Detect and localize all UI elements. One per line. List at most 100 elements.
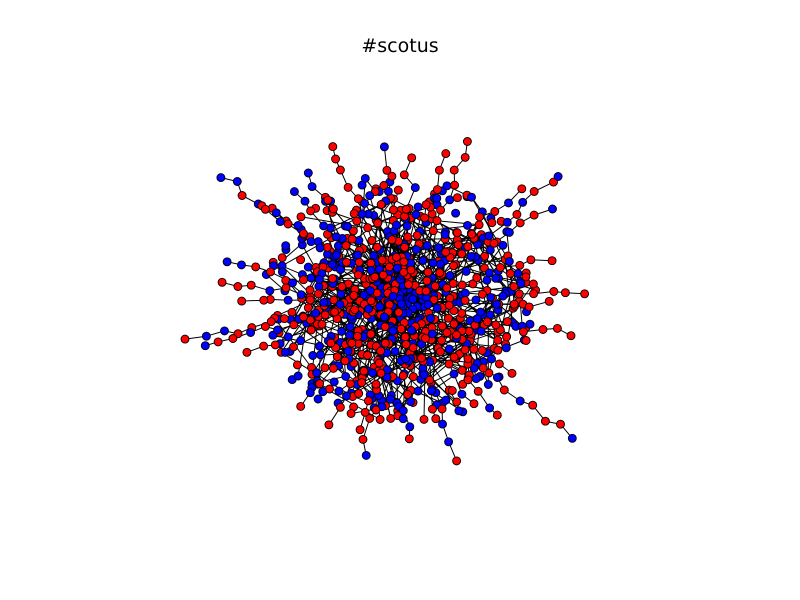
graph-node bbox=[431, 414, 441, 424]
graph-node bbox=[411, 245, 421, 255]
graph-edge bbox=[429, 361, 458, 403]
graph-node bbox=[402, 221, 412, 231]
graph-node bbox=[379, 181, 389, 190]
graph-node bbox=[460, 152, 470, 162]
graph-node bbox=[498, 240, 508, 250]
graph-node bbox=[399, 170, 409, 180]
graph-node bbox=[315, 243, 325, 253]
graph-node bbox=[265, 286, 275, 296]
graph-node bbox=[471, 295, 481, 305]
graph-node bbox=[308, 351, 318, 360]
graph-node bbox=[273, 325, 283, 335]
graph-node bbox=[216, 173, 226, 183]
graph-node bbox=[525, 319, 535, 329]
graph-node bbox=[486, 292, 496, 302]
graph-node bbox=[442, 328, 452, 338]
graph-node bbox=[347, 234, 357, 244]
graph-node bbox=[289, 187, 299, 197]
graph-node bbox=[513, 269, 523, 278]
graph-node bbox=[277, 253, 287, 263]
graph-node bbox=[529, 187, 539, 196]
graph-node bbox=[460, 296, 470, 305]
graph-node bbox=[299, 275, 308, 285]
graph-node bbox=[358, 434, 368, 444]
graph-node bbox=[283, 332, 293, 342]
graph-node bbox=[382, 372, 392, 382]
graph-node bbox=[352, 216, 362, 226]
graph-node bbox=[343, 182, 353, 192]
graph-node bbox=[427, 329, 437, 339]
graph-node bbox=[512, 210, 522, 219]
graph-node bbox=[353, 250, 363, 260]
graph-node bbox=[498, 291, 508, 301]
graph-node bbox=[296, 336, 306, 346]
graph-node bbox=[438, 419, 447, 429]
graph-node bbox=[293, 371, 303, 381]
graph-node bbox=[440, 230, 450, 240]
graph-node bbox=[318, 387, 328, 397]
graph-node bbox=[299, 229, 308, 239]
graph-node bbox=[454, 406, 464, 416]
graph-node bbox=[507, 368, 517, 378]
graph-node bbox=[357, 209, 367, 219]
graph-node bbox=[283, 219, 293, 229]
graph-node bbox=[441, 149, 451, 159]
graph-node bbox=[296, 290, 306, 300]
graph-node bbox=[384, 262, 394, 272]
graph-node bbox=[366, 296, 376, 306]
graph-node bbox=[332, 352, 342, 362]
graph-node bbox=[396, 324, 406, 334]
graph-node bbox=[449, 165, 459, 175]
graph-node bbox=[277, 267, 287, 277]
graph-node bbox=[422, 241, 432, 251]
graph-node bbox=[305, 388, 315, 398]
graph-node bbox=[328, 204, 338, 214]
graph-node bbox=[327, 259, 337, 269]
graph-node bbox=[540, 416, 550, 426]
graph-node bbox=[420, 213, 430, 223]
graph-node bbox=[368, 368, 378, 378]
graph-node bbox=[482, 317, 492, 327]
graph-node bbox=[567, 433, 577, 443]
graph-node bbox=[460, 288, 470, 298]
graph-node bbox=[342, 257, 351, 267]
graph-node bbox=[353, 331, 362, 341]
graph-node bbox=[417, 353, 426, 363]
graph-node bbox=[495, 263, 505, 272]
graph-node bbox=[437, 404, 447, 414]
graph-node bbox=[260, 322, 270, 331]
graph-node bbox=[296, 401, 306, 411]
graph-node bbox=[469, 399, 479, 409]
graph-node bbox=[342, 391, 351, 401]
graph-node bbox=[547, 256, 557, 266]
graph-node bbox=[385, 394, 395, 404]
graph-node bbox=[491, 273, 501, 283]
graph-node bbox=[372, 242, 382, 252]
graph-node bbox=[363, 350, 372, 360]
graph-node bbox=[330, 307, 340, 317]
graph-node bbox=[375, 415, 385, 424]
graph-node bbox=[423, 300, 433, 309]
graph-node bbox=[483, 380, 493, 389]
graph-node bbox=[237, 296, 247, 306]
graph-node bbox=[432, 185, 442, 195]
graph-node bbox=[469, 363, 479, 373]
graph-node bbox=[355, 425, 365, 435]
graph-node bbox=[467, 229, 477, 239]
graph-node bbox=[450, 180, 460, 190]
graph-node bbox=[401, 204, 411, 214]
graph-title: #scotus bbox=[361, 35, 439, 57]
graph-node bbox=[323, 195, 333, 205]
graph-node bbox=[437, 321, 447, 331]
graph-node bbox=[299, 312, 308, 322]
graph-node bbox=[493, 345, 503, 355]
graph-node bbox=[320, 310, 330, 320]
graph-node bbox=[365, 286, 375, 296]
graph-node bbox=[429, 295, 439, 305]
graph-node bbox=[361, 450, 371, 460]
graph-node bbox=[505, 269, 515, 278]
graph-node bbox=[413, 202, 423, 212]
graph-node bbox=[289, 320, 299, 330]
graph-node bbox=[354, 389, 364, 398]
